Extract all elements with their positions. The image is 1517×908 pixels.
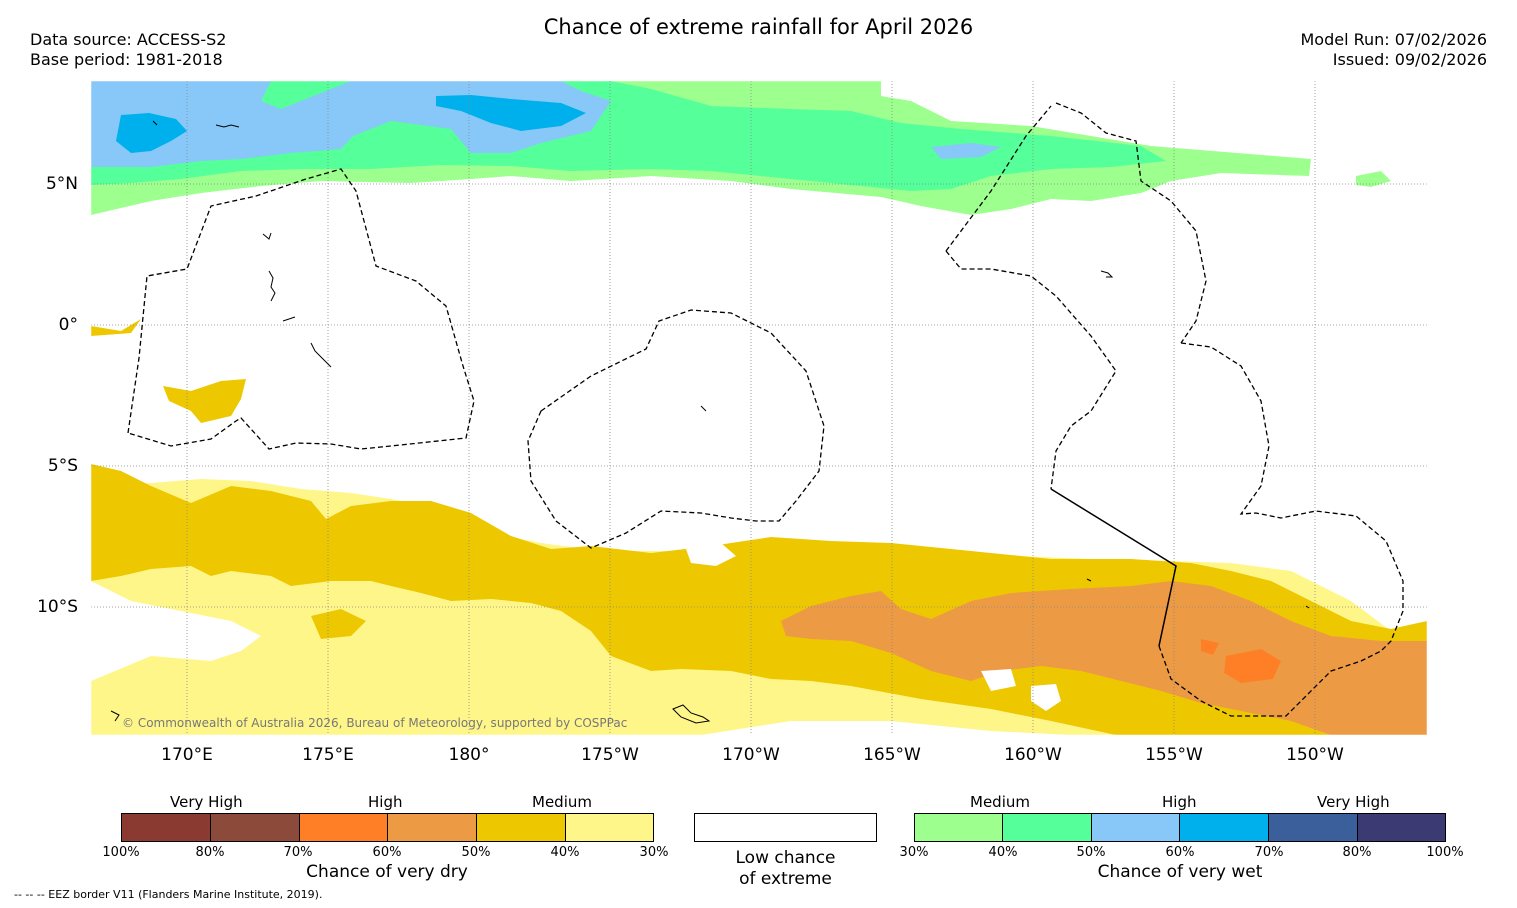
lat-label-10s: 10°S <box>37 597 78 617</box>
model-run-text: Model Run: 07/02/2026 <box>1300 30 1488 49</box>
lon-label-180: 180° <box>448 745 490 765</box>
eez-borders <box>127 102 1404 717</box>
legend-dry-very-high: Very High <box>170 793 243 811</box>
legend-wet-pct-60: 60% <box>1165 845 1195 860</box>
base-period-text: Base period: 1981-2018 <box>30 50 223 69</box>
island-north-4 <box>268 270 276 302</box>
island-north-3 <box>262 232 272 240</box>
islands <box>110 120 1310 724</box>
lat-label-5s: 5°S <box>47 456 78 476</box>
legend-dry-swatch-60-50 <box>387 813 477 842</box>
legend-dry-title: Chance of very dry <box>306 862 468 882</box>
dry-region-50-60 <box>781 581 1427 735</box>
lon-label-150w: 150°W <box>1286 745 1344 765</box>
legend-dry-swatch-80-70 <box>210 813 300 842</box>
legend-wet-pct-70: 70% <box>1254 845 1284 860</box>
legend-wet-pct-80: 80% <box>1342 845 1372 860</box>
lon-label-170e: 170°E <box>161 745 213 765</box>
legend-wet-title: Chance of very wet <box>1097 862 1263 882</box>
gridlines <box>91 81 1427 735</box>
legend-low-chance-label: Low chance of extreme <box>694 848 877 890</box>
legend-dry-pct-70: 70% <box>283 845 313 860</box>
legend-dry-pct-30: 30% <box>639 845 669 860</box>
legend-low-chance-line1: Low chance <box>735 848 836 868</box>
legend-dry-pct-40: 40% <box>550 845 580 860</box>
legend-wet-swatch-70-80 <box>1268 813 1358 842</box>
eez-footnote: -- -- -- EEZ border V11 (Flanders Marine… <box>14 888 323 901</box>
dry-region-hole-1 <box>686 543 736 566</box>
legend-low-chance-swatch <box>694 813 877 842</box>
legend-wet-pct-40: 40% <box>988 845 1018 860</box>
island-north-7 <box>1100 270 1114 278</box>
legend-dry-pct-60: 60% <box>372 845 402 860</box>
legend-wet-pct-50: 50% <box>1076 845 1106 860</box>
legend-wet-swatch-40-50 <box>1002 813 1092 842</box>
legend-dry-pct-80: 80% <box>195 845 225 860</box>
wet-region-60-70-central <box>436 95 586 131</box>
dry-region-hole-3 <box>1031 684 1061 711</box>
eez-border-line-south <box>945 250 1117 490</box>
lon-label-170w: 170°W <box>722 745 780 765</box>
wet-region-60-70-east <box>931 143 1001 159</box>
legend-wet-high: High <box>1162 793 1197 811</box>
eez-solid-line <box>1050 488 1177 647</box>
lon-label-155w: 155°W <box>1145 745 1203 765</box>
legend-dry-swatch-50-40 <box>476 813 566 842</box>
eez-border-phoenix <box>945 105 1052 252</box>
dry-region-60-70 <box>1224 649 1281 683</box>
lon-label-175w: 175°W <box>581 745 639 765</box>
copyright-notice: © Commonwealth of Australia 2026, Bureau… <box>122 716 628 730</box>
island-south-4 <box>1086 578 1092 582</box>
legend-wet-very-high: Very High <box>1317 793 1390 811</box>
lon-label-175e: 175°E <box>302 745 354 765</box>
legend-dry-pct-50: 50% <box>461 845 491 860</box>
data-source-info: Data source: ACCESS-S2 Base period: 1981… <box>30 30 226 70</box>
eez-solid-border <box>1050 488 1177 647</box>
dry-region-40-50-equator <box>91 319 141 336</box>
legend-dry-swatch-100-80 <box>121 813 211 842</box>
legend-dry-swatch-40-30 <box>565 813 654 842</box>
issued-text: Issued: 09/02/2026 <box>1332 50 1487 69</box>
island-north-5 <box>282 316 296 322</box>
island-south-1 <box>700 405 707 412</box>
legend-dry-high: High <box>368 793 403 811</box>
legend-dry-medium: Medium <box>532 793 592 811</box>
legend-wet-swatch-60-70 <box>1179 813 1269 842</box>
eez-border-line-islands <box>1055 102 1207 344</box>
dry-region-40-50-small <box>311 609 366 639</box>
island-south-2 <box>672 704 711 724</box>
legend-dry-swatch-70-60 <box>299 813 389 842</box>
wet-region-medium-east <box>1356 171 1391 187</box>
rainfall-map <box>91 81 1427 735</box>
data-source-text: Data source: ACCESS-S2 <box>30 30 227 49</box>
dry-region-60-70-small <box>1201 639 1219 655</box>
lon-label-165w: 165°W <box>863 745 921 765</box>
legend-wet-swatch-30-40 <box>914 813 1003 842</box>
lon-label-160w: 160°W <box>1004 745 1062 765</box>
eez-border-kiribati-gilberts <box>127 168 475 450</box>
legend-wet-swatch-50-60 <box>1091 813 1181 842</box>
island-east-1 <box>1305 605 1310 609</box>
dry-region <box>91 319 1427 735</box>
island-north-6 <box>310 342 332 368</box>
legend-low-chance-line2: of extreme <box>739 869 832 889</box>
legend-dry-pct-100: 100% <box>102 845 140 860</box>
dry-region-40-50-north <box>163 379 246 423</box>
legend-wet-medium: Medium <box>970 793 1030 811</box>
map-title: Chance of extreme rainfall for April 202… <box>543 15 974 39</box>
island-south-3 <box>110 710 120 722</box>
dry-region-hole-2 <box>981 669 1016 691</box>
model-run-info: Model Run: 07/02/2026 Issued: 09/02/2026 <box>1301 30 1488 70</box>
island-north-1 <box>215 124 240 128</box>
legend-wet-pct-30: 30% <box>899 845 929 860</box>
legend-wet-pct-100: 100% <box>1426 845 1464 860</box>
eez-border-tokelau-samoa <box>527 309 825 549</box>
wet-region-60-70-west <box>116 113 187 153</box>
lat-label-0: 0° <box>58 315 78 335</box>
eez-border-french-polynesia <box>1158 342 1404 717</box>
lat-label-5n: 5°N <box>45 174 78 194</box>
legend-wet-swatch-80-100 <box>1357 813 1446 842</box>
island-north-2 <box>152 120 158 126</box>
